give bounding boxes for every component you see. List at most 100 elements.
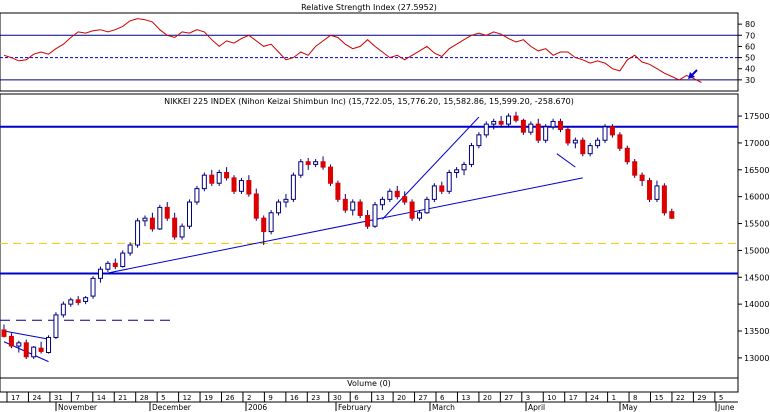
candle-body: [135, 220, 141, 246]
rsi-tick-label: 40: [745, 65, 755, 74]
candle-body: [661, 185, 667, 214]
candle-body: [290, 174, 296, 200]
candle-body: [409, 201, 415, 219]
price-tick-label: 17500: [744, 112, 769, 121]
candle-body: [1, 329, 7, 337]
candle-body: [402, 196, 408, 203]
candle-body: [513, 115, 519, 121]
candle-body: [587, 145, 593, 155]
trendline: [382, 116, 480, 220]
candle-body: [194, 188, 200, 203]
candle-body: [543, 126, 549, 141]
candle-body: [120, 252, 126, 268]
candle-body: [246, 180, 252, 195]
month-label: June: [717, 403, 735, 412]
price-panel: NIKKEI 225 INDEX (Nihon Keizai Shimbun I…: [0, 93, 769, 379]
x-tick-label: 6: [440, 394, 445, 402]
candle-body: [60, 303, 66, 316]
x-tick-label: 24: [32, 394, 41, 402]
price-tick-label: 13000: [744, 354, 769, 363]
candle-body: [276, 201, 282, 214]
x-tick-label: 24: [590, 394, 599, 402]
candle-body: [320, 161, 326, 168]
candle-body: [468, 145, 474, 165]
candle-body: [565, 128, 571, 144]
candle-body: [298, 161, 304, 176]
price-title: NIKKEI 225 INDEX (Nihon Keizai Shimbun I…: [164, 97, 574, 106]
rsi-tick-label: 70: [745, 31, 755, 40]
x-tick-label: 30: [333, 394, 342, 402]
x-tick-label: 23: [311, 394, 320, 402]
arrow-shaft: [556, 153, 576, 168]
month-label: May: [622, 403, 638, 412]
candle-body: [261, 217, 267, 233]
candle-body: [647, 180, 653, 200]
candle-body: [216, 171, 222, 184]
rsi-arrow-icon: [688, 69, 698, 79]
x-tick-label: 20: [483, 394, 492, 402]
candle-body: [394, 190, 400, 198]
x-tick-label: 21: [118, 394, 127, 402]
month-label: March: [432, 403, 455, 412]
candle-body: [654, 185, 660, 200]
price-horizontal-lines: [0, 125, 738, 321]
rsi-title: Relative Strength Index (27.5952): [301, 3, 437, 12]
candlesticks: [1, 111, 675, 359]
candle-body: [31, 346, 37, 358]
x-tick-label: 5: [719, 394, 723, 402]
candle-body: [528, 123, 534, 133]
x-tick-label: 31: [54, 394, 63, 402]
candle-body: [231, 177, 237, 192]
candle-body: [83, 297, 89, 302]
volume-panel: Volume (0): [0, 377, 739, 393]
candle-body: [201, 174, 207, 190]
candle-body: [387, 190, 393, 200]
rsi-line: [3, 18, 702, 83]
x-tick-label: 12: [183, 394, 192, 402]
candle-body: [454, 169, 460, 173]
candle-body: [669, 211, 675, 219]
x-tick-label: 19: [204, 394, 213, 402]
x-tick-label: 20: [397, 394, 406, 402]
x-tick-label: 27: [419, 394, 428, 402]
candle-body: [491, 120, 497, 125]
candle-body: [164, 206, 170, 219]
x-tick-label: 22: [676, 394, 685, 402]
candle-body: [90, 277, 96, 297]
candle-body: [483, 123, 489, 136]
candle-body: [617, 134, 623, 149]
candle-body: [417, 212, 423, 219]
candle-body: [476, 134, 482, 147]
rsi-reference-lines: [0, 34, 738, 81]
candle-body: [149, 217, 155, 230]
x-tick-label: 13: [461, 394, 470, 402]
candle-body: [572, 139, 578, 144]
candle-body: [127, 244, 133, 254]
candle-body: [624, 147, 630, 163]
x-tick-label: 27: [504, 394, 513, 402]
candle-body: [16, 342, 22, 347]
candle-body: [209, 174, 215, 184]
candle-body: [105, 262, 111, 270]
trendline: [107, 177, 583, 274]
candle-body: [520, 119, 526, 133]
candle-body: [595, 139, 601, 147]
x-tick-label: 17: [11, 394, 20, 402]
candle-body: [342, 198, 348, 211]
month-label: December: [152, 403, 192, 412]
candle-body: [23, 342, 29, 358]
volume-label: Volume (0): [347, 379, 391, 388]
candle-body: [46, 336, 52, 354]
x-tick-label: 13: [376, 394, 385, 402]
candle-body: [253, 193, 259, 219]
candle-body: [283, 198, 289, 203]
candle-body: [357, 201, 363, 216]
month-label: April: [528, 403, 545, 412]
x-tick-label: 15: [655, 394, 664, 402]
candle-body: [498, 120, 504, 125]
rsi-tick-label: 30: [745, 76, 755, 85]
candle-body: [379, 198, 385, 206]
price-tick-label: 14000: [744, 300, 769, 309]
candle-body: [350, 201, 356, 211]
rsi-tick-label: 50: [745, 54, 755, 63]
